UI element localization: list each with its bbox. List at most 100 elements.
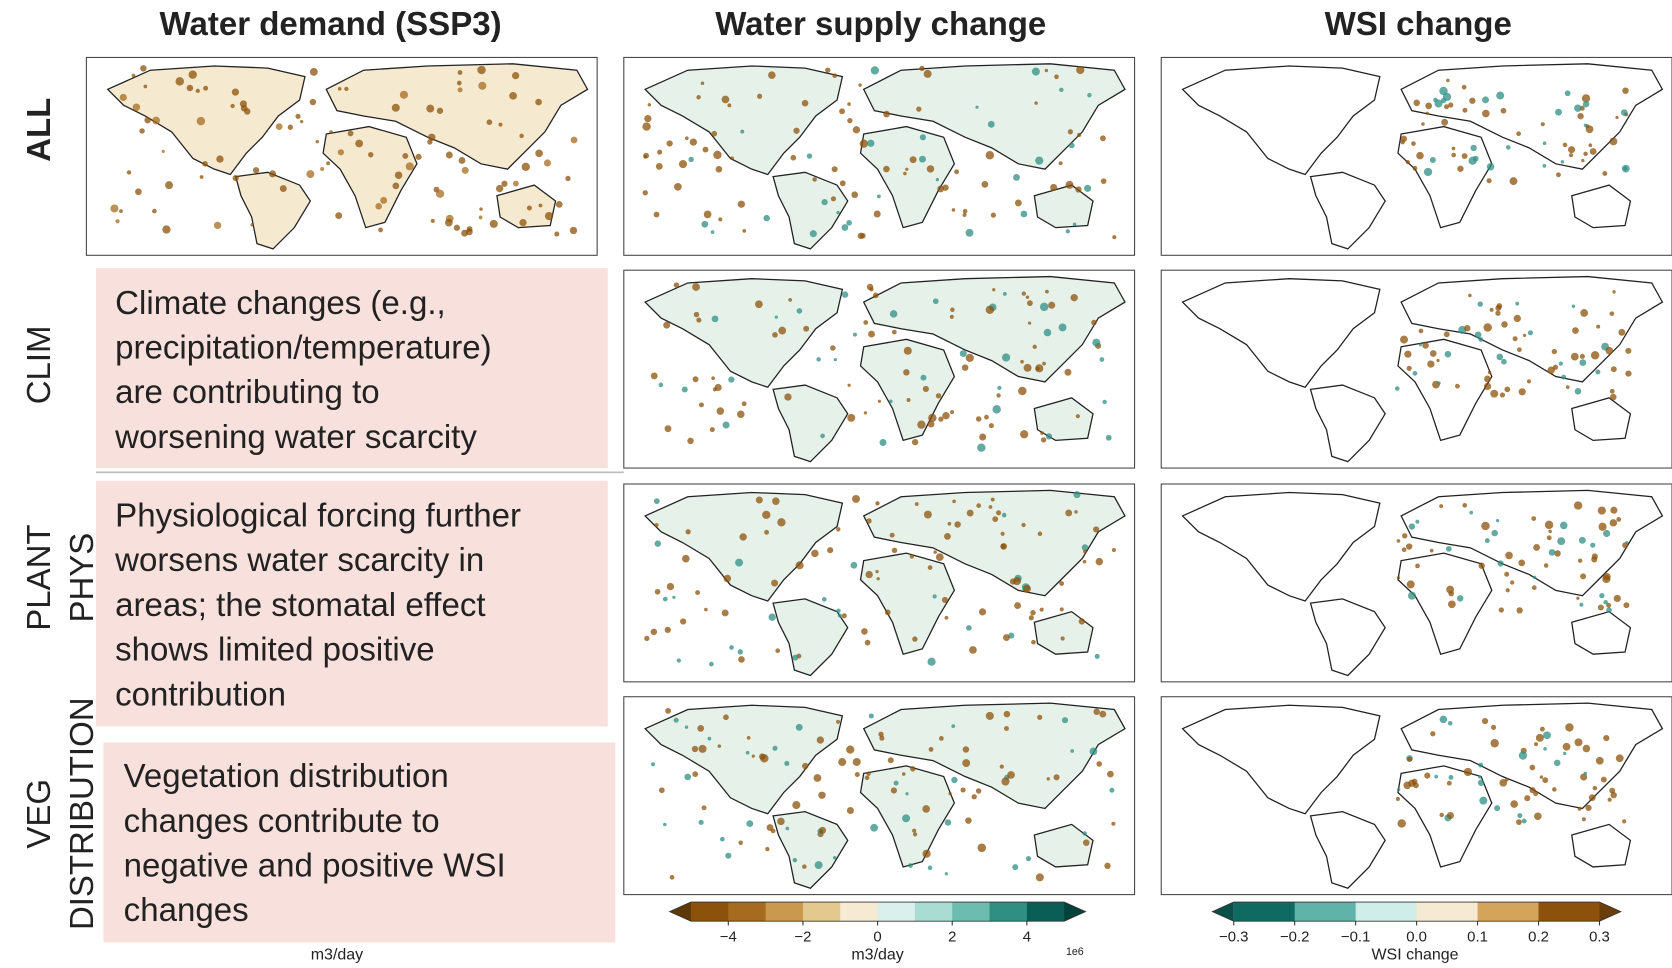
map-spot xyxy=(400,91,408,99)
map-spot xyxy=(1527,379,1531,383)
map-spot xyxy=(962,759,970,767)
map-spot xyxy=(1561,375,1566,380)
map-spot xyxy=(1000,765,1004,769)
map-spot xyxy=(1504,387,1510,393)
map-spot xyxy=(1048,302,1055,309)
map-spot xyxy=(496,185,503,192)
map-spot xyxy=(1037,715,1042,720)
map-spot xyxy=(1565,723,1573,731)
map-spot xyxy=(1440,716,1448,724)
map-spot xyxy=(711,131,717,137)
map-spot xyxy=(920,134,926,140)
colorbar-extend xyxy=(1064,902,1085,921)
colorbar-tick-label: −0.3 xyxy=(1219,929,1248,945)
map-spot xyxy=(539,204,543,208)
map-spot xyxy=(1583,101,1589,107)
map-spot xyxy=(1059,88,1063,92)
map-spot xyxy=(923,386,929,392)
map-spot xyxy=(1412,779,1418,785)
map-spot xyxy=(1478,337,1483,342)
map-spot xyxy=(682,555,690,563)
note-line: are contributing to xyxy=(115,373,379,410)
map-spot xyxy=(479,216,483,220)
map-spot xyxy=(1603,530,1610,537)
map-spot xyxy=(1020,360,1024,364)
map-spot xyxy=(1610,311,1615,316)
map-spot xyxy=(1625,348,1631,354)
map-spot xyxy=(1554,760,1561,767)
map-spot xyxy=(928,565,933,570)
map-spot xyxy=(165,181,173,189)
colorbar-label: m3/day xyxy=(851,947,903,964)
colorbar-tick-label: −0.2 xyxy=(1280,929,1309,945)
map-spot xyxy=(1104,863,1110,869)
map-spot xyxy=(288,125,293,130)
map-spot xyxy=(963,209,968,214)
map-spot xyxy=(903,172,907,176)
colorbar-bin xyxy=(1356,902,1417,921)
map-spot xyxy=(1002,353,1010,361)
map-spot xyxy=(1076,66,1084,74)
map-spot xyxy=(659,383,664,388)
map-spot xyxy=(966,229,974,237)
map-spot xyxy=(1560,522,1567,529)
map-spot xyxy=(936,178,939,181)
map-spot xyxy=(1575,388,1582,395)
map-spot xyxy=(927,165,934,172)
map-spot xyxy=(1559,362,1563,366)
map-spot xyxy=(1042,362,1046,366)
column-title: WSI change xyxy=(1325,5,1512,42)
map-spot xyxy=(740,130,744,134)
map-spot xyxy=(348,130,354,136)
map-spot xyxy=(905,168,908,171)
map-spot xyxy=(1026,856,1031,861)
map-spot xyxy=(1608,798,1612,802)
map-spot xyxy=(1050,184,1057,191)
map-spot xyxy=(672,596,675,599)
map-spot xyxy=(1004,711,1011,718)
map-spot xyxy=(742,401,747,406)
map-spot xyxy=(924,70,932,78)
map-spot xyxy=(1603,735,1609,741)
map-spot xyxy=(756,496,763,503)
map-spot xyxy=(693,376,699,382)
map-spot xyxy=(139,128,145,133)
map-spot xyxy=(1036,873,1044,881)
map-spot xyxy=(942,597,948,603)
map-spot xyxy=(704,211,712,219)
map-spot xyxy=(1014,602,1021,609)
map-spot xyxy=(1061,636,1065,640)
map-spot xyxy=(1610,389,1615,394)
map-spot xyxy=(908,863,913,868)
map-spot xyxy=(1478,563,1484,569)
colorbar-bin xyxy=(1027,902,1065,921)
map-spot xyxy=(936,393,941,398)
map-spot xyxy=(1100,357,1105,362)
colorbar-bin xyxy=(840,902,878,921)
map-spot xyxy=(979,608,986,615)
map-spot xyxy=(1007,771,1015,779)
map-spot xyxy=(1478,775,1481,778)
map-spot xyxy=(833,856,837,860)
map-spot xyxy=(1524,795,1530,801)
column-title: Water demand (SSP3) xyxy=(160,5,502,42)
map-spot xyxy=(1549,549,1556,556)
map-spot xyxy=(1013,577,1021,585)
map-spot xyxy=(965,817,972,824)
map-spot xyxy=(115,219,119,223)
map-spot xyxy=(842,613,847,618)
map-spot xyxy=(852,495,860,503)
colorbar-bin xyxy=(1234,902,1295,921)
map-spot xyxy=(1563,743,1571,751)
map-spot xyxy=(378,228,383,233)
map-spot xyxy=(651,762,655,766)
map-spot xyxy=(522,163,530,171)
map-spot xyxy=(1609,137,1617,145)
map-spot xyxy=(175,77,184,85)
map-spot xyxy=(663,322,670,329)
map-spot xyxy=(1499,779,1507,787)
column-title: Water supply change xyxy=(715,5,1046,42)
map-spot xyxy=(715,384,722,391)
map-spot xyxy=(477,66,485,74)
map-spot xyxy=(1457,595,1463,601)
